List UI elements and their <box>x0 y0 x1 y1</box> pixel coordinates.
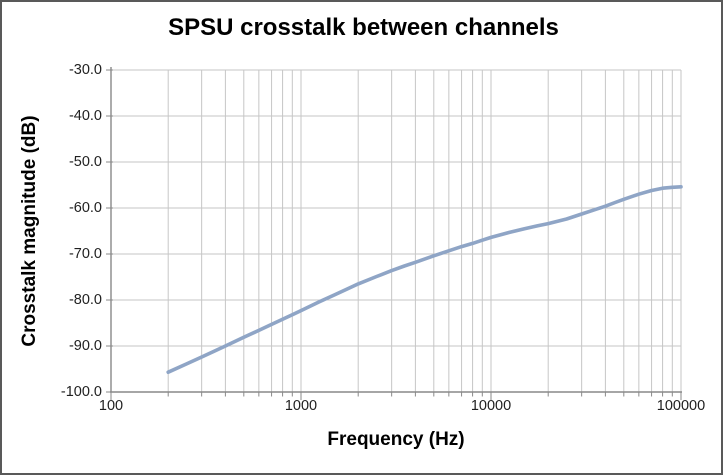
y-tick-label: -60.0 <box>68 200 102 216</box>
series-line-crosstalk <box>166 185 683 375</box>
y-tick-label: -70.0 <box>68 246 102 262</box>
y-axis-title: Crosstalk magnitude (dB) <box>19 115 40 347</box>
y-tick-label: -50.0 <box>68 154 102 170</box>
x-axis-title: Frequency (Hz) <box>327 429 465 450</box>
y-tick-label: -40.0 <box>68 108 102 124</box>
y-tick-label: -90.0 <box>68 338 102 354</box>
x-tick-label: 1000 <box>284 398 318 414</box>
y-tick-label: -100.0 <box>60 384 102 400</box>
chart-title: SPSU crosstalk between channels <box>168 14 559 41</box>
y-tick-label: -30.0 <box>68 62 102 78</box>
x-tick-label: 10000 <box>470 398 512 414</box>
x-tick-label: 100 <box>98 398 124 414</box>
y-tick-label: -80.0 <box>68 292 102 308</box>
x-tick-label: 100000 <box>656 398 706 414</box>
